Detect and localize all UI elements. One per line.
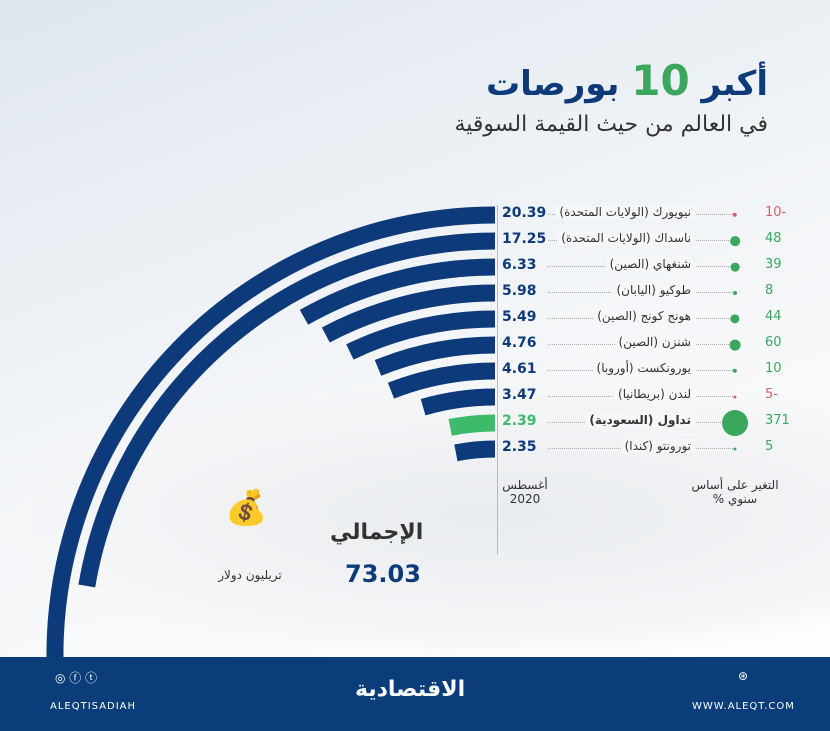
- arc-bar: [387, 362, 496, 399]
- table-row: 5.49 هونج كونج (الصين) 44: [500, 309, 800, 329]
- table-row: 5.98 طوكيو (اليابان) 8: [500, 283, 800, 303]
- exchange-name: ناسداك (الولايات المتحدة): [557, 231, 695, 245]
- value-label: 5.98: [502, 283, 537, 299]
- value-label: 6.33: [502, 257, 537, 273]
- change-dot: [733, 447, 737, 451]
- value-label: 17.25: [502, 231, 547, 247]
- exchange-name: نيويورك (الولايات المتحدة): [555, 205, 695, 219]
- period-label: أغسطس 2020: [502, 478, 548, 506]
- value-label: 3.47: [502, 387, 537, 403]
- subtitle: في العالم من حيث القيمة السوقية: [454, 112, 768, 137]
- change-label: 39: [765, 257, 782, 272]
- social-icons[interactable]: ◎ ⓕ ⓣ: [55, 671, 98, 685]
- arc-bar: [299, 258, 496, 325]
- arc-bar: [420, 388, 496, 416]
- arc-bar: [321, 284, 496, 343]
- arc-bar: [46, 206, 496, 657]
- value-label: 2.35: [502, 439, 537, 455]
- change-dot: [732, 368, 738, 374]
- change-label: 60: [765, 335, 782, 350]
- logo: الاقتصادية: [355, 677, 466, 702]
- total-value: 73.03: [345, 560, 421, 588]
- change-label: 48: [765, 231, 782, 246]
- change-label: التغير على أساس سنوي %: [691, 478, 779, 506]
- title: أكبر 10 بورصات: [485, 56, 768, 105]
- change-dot: [722, 410, 748, 436]
- arc-bar: [78, 232, 496, 588]
- exchange-name: تداول (السعودية): [585, 413, 695, 427]
- exchange-name: طوكيو (اليابان): [612, 283, 695, 297]
- change-dot: [732, 212, 738, 218]
- table-row: 2.35 تورونتو (كندا) 5: [500, 439, 800, 459]
- change-label: 44: [765, 309, 782, 324]
- globe-icon: ⊛: [738, 669, 749, 683]
- change-label: 10: [765, 361, 782, 376]
- exchange-name: لندن (بريطانيا): [614, 387, 695, 401]
- value-label: 2.39: [502, 413, 537, 429]
- total-label: الإجمالي: [330, 520, 424, 545]
- change-label: 5-: [765, 387, 778, 402]
- arc-bar: [346, 310, 496, 360]
- change-dot: [730, 314, 740, 324]
- unit-label: تريليون دولار: [218, 568, 282, 582]
- exchange-name: شنزن (الصين): [614, 335, 695, 349]
- change-label: 10-: [765, 205, 787, 220]
- table-row: 4.76 شنزن (الصين) 60: [500, 335, 800, 355]
- footer: ◎ ⓕ ⓣ ALEQTISADIAH الاقتصادية ⊛ WWW.ALEQ…: [0, 657, 830, 731]
- table-row: 20.39 نيويورك (الولايات المتحدة) 10-: [500, 205, 800, 225]
- value-label: 5.49: [502, 309, 537, 325]
- exchange-name: شنغهاي (الصين): [605, 257, 695, 271]
- change-label: 371: [765, 413, 790, 428]
- money-bag-icon: 💰: [225, 488, 268, 528]
- value-label: 4.76: [502, 335, 537, 351]
- exchange-name: تورونتو (كندا): [620, 439, 695, 453]
- change-dot: [729, 339, 741, 351]
- arc-bar: [374, 336, 496, 376]
- change-label: 5: [765, 439, 774, 454]
- exchange-name: يورونكست (أوروبا): [592, 361, 695, 375]
- arc-bar: [448, 414, 496, 436]
- table-row: 4.61 يورونكست (أوروبا) 10: [500, 361, 800, 381]
- change-label: 8: [765, 283, 774, 298]
- table-row: 6.33 شنغهاي (الصين) 39: [500, 257, 800, 277]
- table-row: 3.47 لندن (بريطانيا) 5-: [500, 387, 800, 407]
- change-dot: [730, 236, 740, 246]
- change-dot: [733, 395, 737, 399]
- social-handle: ALEQTISADIAH: [50, 701, 137, 712]
- table-row: 2.39 تداول (السعودية) 371: [500, 410, 800, 436]
- exchange-name: هونج كونج (الصين): [593, 309, 695, 323]
- table-row: 17.25 ناسداك (الولايات المتحدة) 48: [500, 231, 800, 251]
- website[interactable]: WWW.ALEQT.COM: [692, 701, 795, 712]
- axis-line: [497, 205, 498, 555]
- change-dot: [730, 262, 740, 272]
- arc-bar: [454, 440, 496, 462]
- value-label: 20.39: [502, 205, 547, 221]
- radial-bar-chart: [46, 206, 496, 657]
- value-label: 4.61: [502, 361, 537, 377]
- change-dot: [733, 291, 737, 295]
